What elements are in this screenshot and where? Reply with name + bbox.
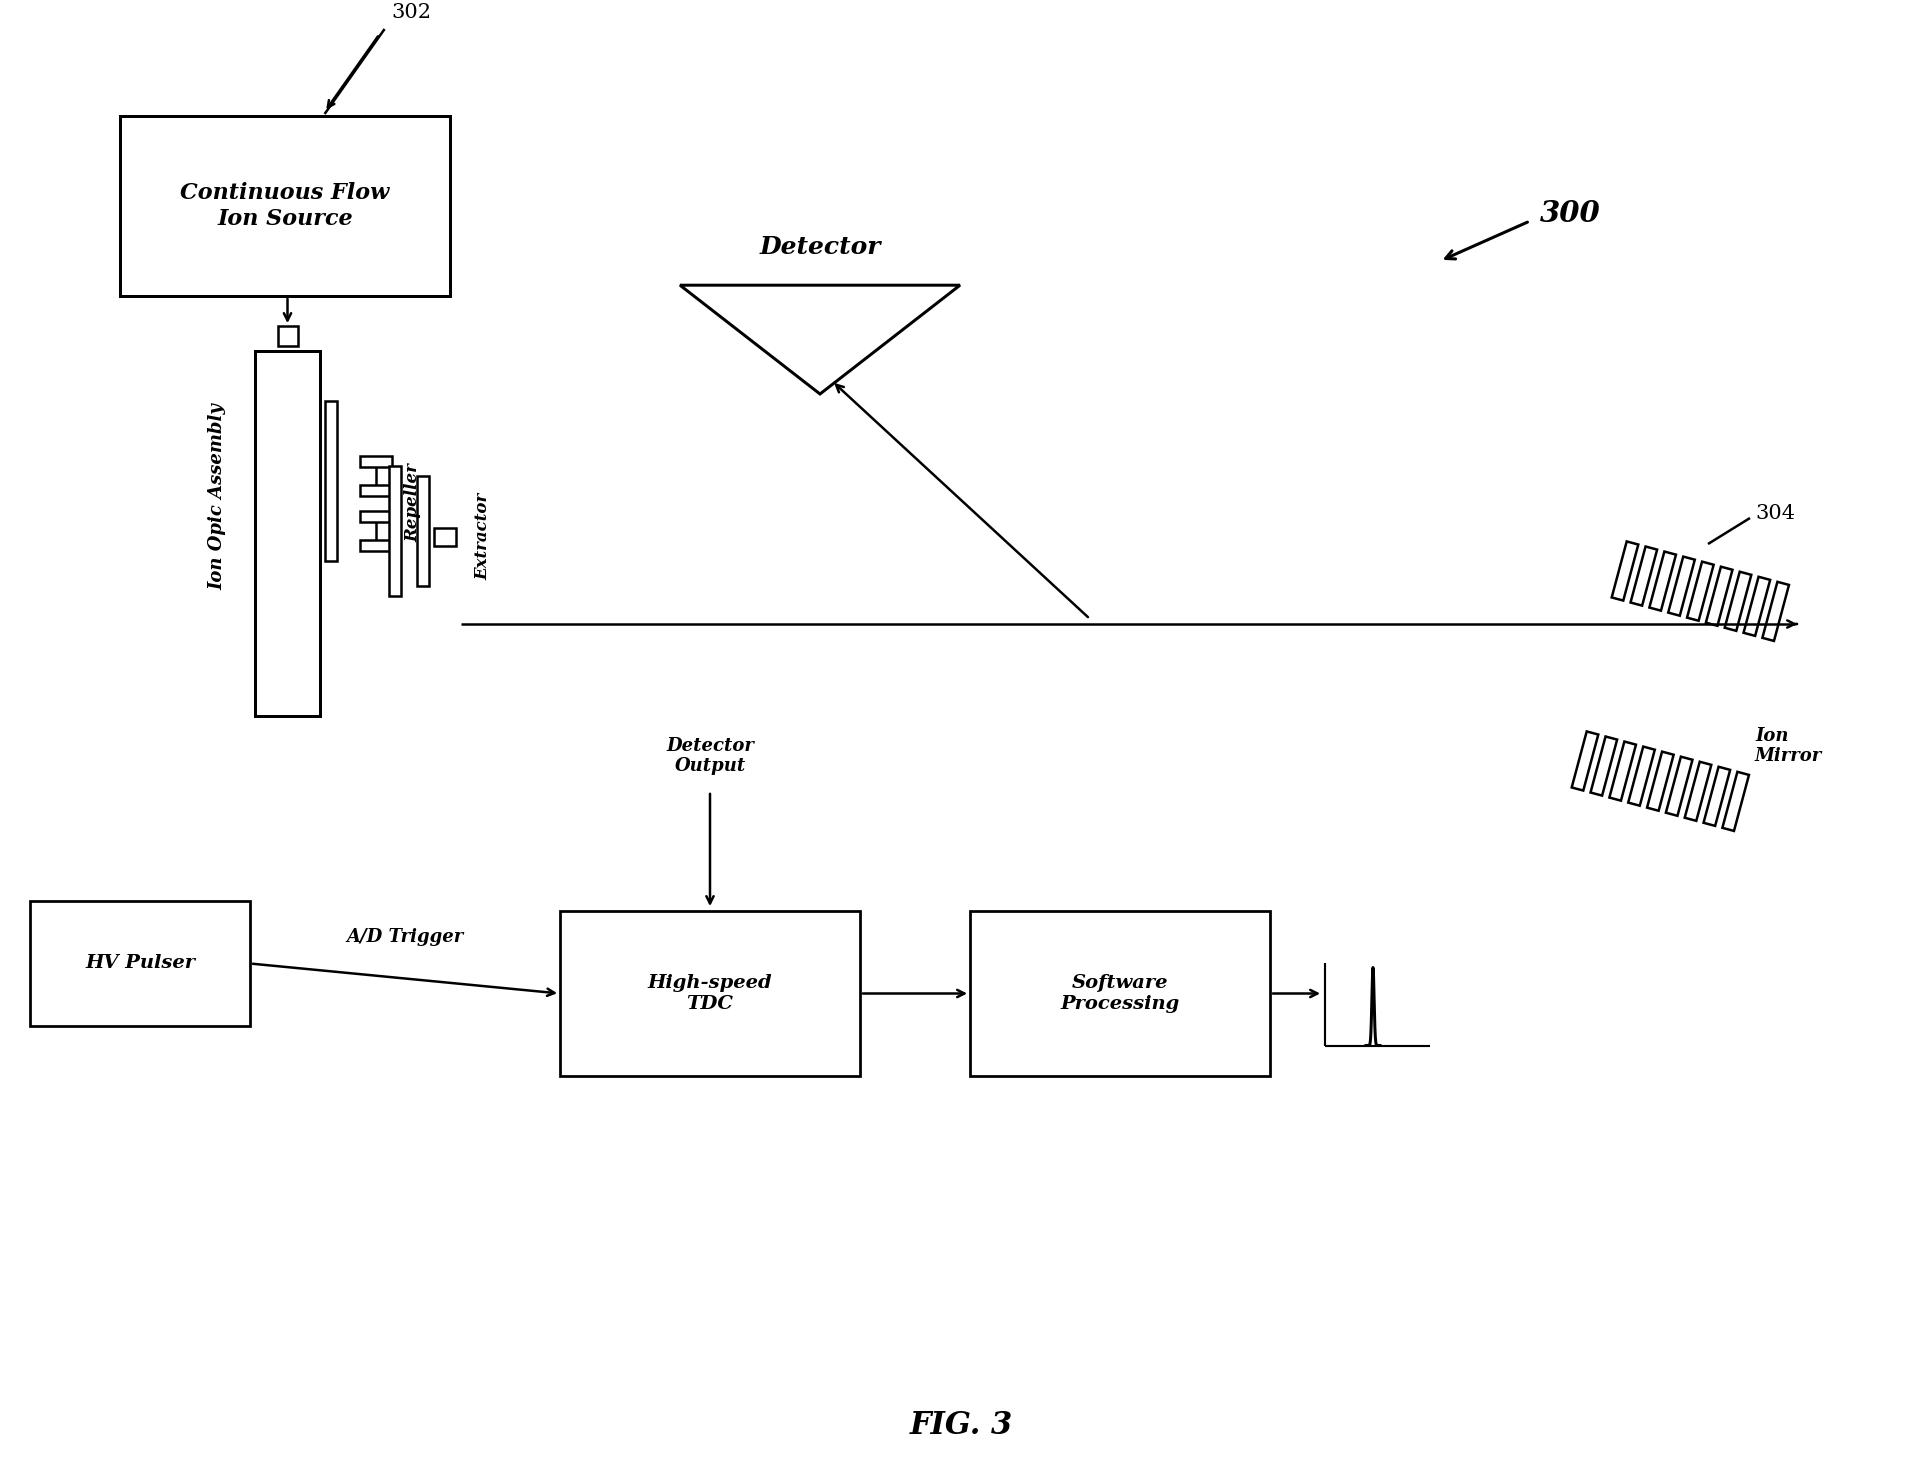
Bar xyxy=(434,528,456,546)
Text: HV Pulser: HV Pulser xyxy=(85,955,194,973)
Text: Continuous Flow
Ion Source: Continuous Flow Ion Source xyxy=(181,183,390,230)
Bar xyxy=(119,117,450,297)
Text: Detector: Detector xyxy=(759,235,880,260)
Bar xyxy=(359,511,392,523)
Text: Ion
Mirror: Ion Mirror xyxy=(1755,726,1822,766)
Bar xyxy=(559,911,859,1076)
Text: Extractor: Extractor xyxy=(475,493,490,580)
Bar xyxy=(359,540,392,551)
Bar xyxy=(31,900,250,1026)
Bar xyxy=(417,475,429,586)
Text: A/D Trigger: A/D Trigger xyxy=(346,927,463,946)
Text: Repeller: Repeller xyxy=(404,463,421,543)
Text: Ion Opic Assembly: Ion Opic Assembly xyxy=(208,403,227,590)
Text: FIG. 3: FIG. 3 xyxy=(909,1411,1013,1442)
Text: 300: 300 xyxy=(1540,199,1601,229)
Text: Software
Processing: Software Processing xyxy=(1061,974,1180,1013)
Bar xyxy=(277,326,298,345)
Text: 304: 304 xyxy=(1755,505,1795,524)
Bar xyxy=(325,401,336,561)
Bar xyxy=(388,466,402,596)
Bar xyxy=(359,486,392,496)
Bar xyxy=(256,351,319,716)
Text: Detector
Output: Detector Output xyxy=(667,737,753,775)
Text: 302: 302 xyxy=(392,3,432,22)
Bar xyxy=(359,456,392,466)
Text: High-speed
TDC: High-speed TDC xyxy=(648,974,773,1013)
Bar xyxy=(971,911,1270,1076)
